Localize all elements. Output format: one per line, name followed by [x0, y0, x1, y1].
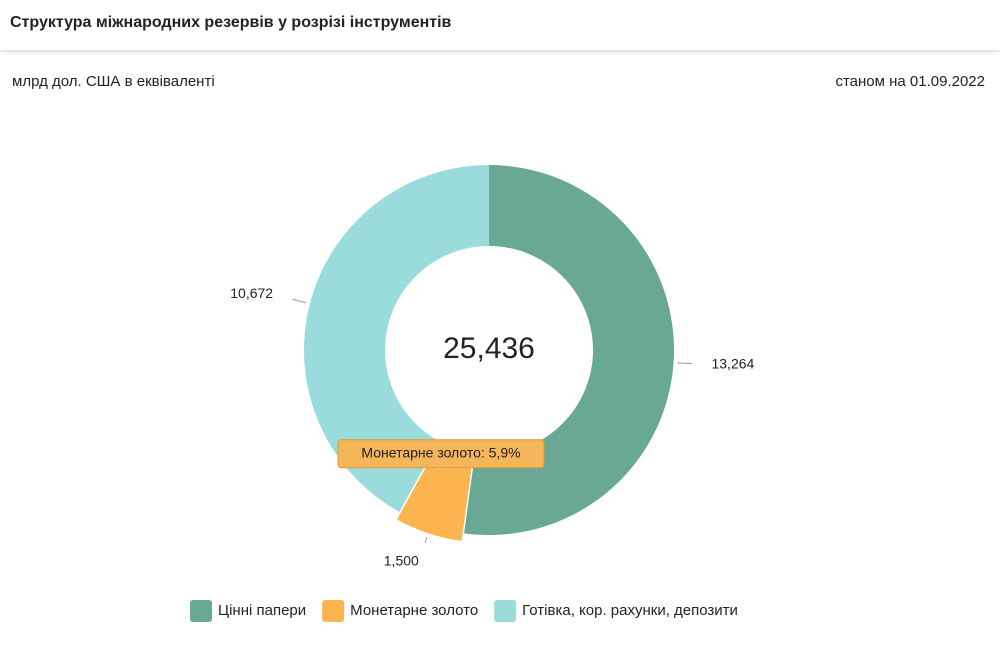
date-note: станом на 01.09.2022: [835, 73, 985, 90]
header: Структура міжнародних резервів у розрізі…: [0, 0, 1000, 50]
leader-line: [424, 536, 428, 543]
legend-swatch: [190, 600, 212, 622]
legend-swatch: [494, 600, 517, 622]
legend-label: Готівка, кор. рахунки, депозити: [522, 602, 738, 619]
tooltip-text: Монетарне золото: 5,9%: [361, 444, 520, 460]
value-label: 10,672: [230, 285, 273, 301]
title: Структура міжнародних резервів у розрізі…: [10, 14, 452, 31]
total-label: 25,436: [443, 332, 535, 365]
leader-line: [292, 298, 307, 304]
donut-slice: [396, 448, 473, 541]
donut-slice: [304, 165, 489, 512]
tooltip-arrow: [435, 467, 448, 474]
donut-slice: [464, 165, 674, 535]
legend-swatch: [322, 600, 345, 622]
subtitle: млрд дол. США в еквіваленті: [12, 73, 215, 90]
tooltip: Монетарне золото: 5,9%: [337, 439, 545, 474]
legend-label: Монетарне золото: [350, 602, 478, 619]
value-label: 13,264: [711, 356, 754, 372]
leader-line: [677, 362, 692, 365]
legend-label: Цінні папери: [218, 602, 306, 619]
value-label: 1,500: [384, 552, 419, 568]
